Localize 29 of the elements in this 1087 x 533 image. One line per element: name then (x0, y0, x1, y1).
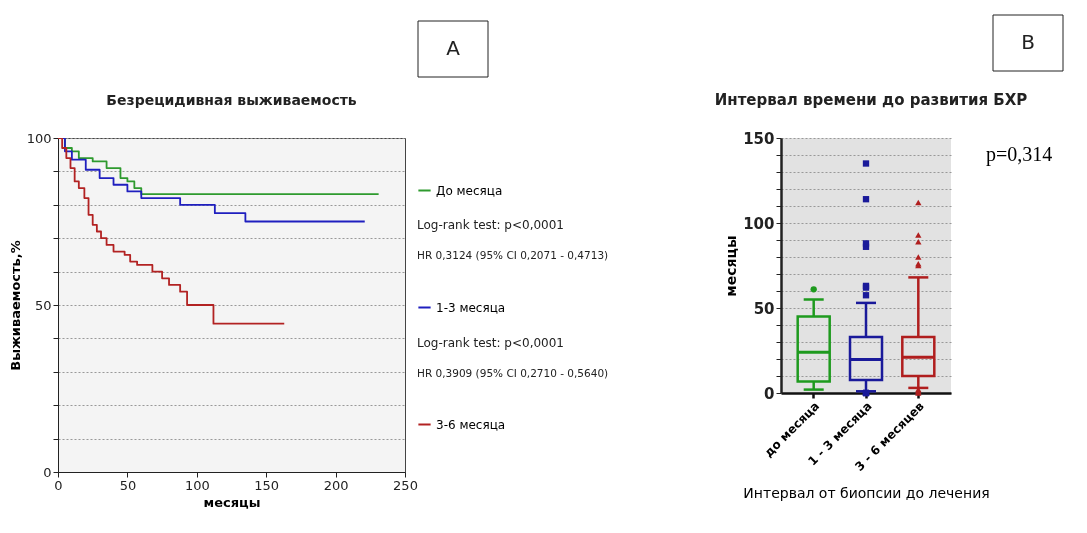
legend-label: До месяца (436, 183, 503, 198)
text: p=0,314 (986, 143, 1053, 166)
y-tick-label: 0 (43, 464, 52, 480)
y-tick-label: 150 (743, 129, 775, 148)
chart-title: Безрецидивная выживаемость (106, 92, 357, 108)
y-tick-label: 100 (26, 130, 52, 146)
y-tick-label: 0 (764, 384, 775, 403)
x-tick-label: 0 (54, 477, 63, 493)
y-tick-label: 50 (34, 297, 52, 313)
text: HR 0,3124 (95% CI 0,2071 - 0,4713) (417, 249, 609, 261)
chart-title: Интервал времени до развития БХР (714, 91, 1028, 109)
text: A (446, 36, 461, 60)
text: Log-rank test: p<0,0001 (417, 336, 564, 350)
x-axis-title: месяцы (203, 494, 261, 510)
legend-label: 1-3 месяца (436, 300, 506, 315)
x-tick-label: 100 (184, 477, 210, 493)
legend-label: 3-6 месяца (436, 417, 506, 432)
y-axis-title: месяцы (723, 235, 740, 297)
x-tick-label: 50 (119, 477, 137, 493)
y-axis-title: Выживаемость,% (7, 240, 23, 371)
x-tick-label: 250 (393, 477, 418, 493)
x-axis-title: Интервал от биопсии до лечения (743, 485, 990, 502)
text: B (1021, 30, 1035, 54)
x-tick-label: 200 (323, 477, 349, 493)
text: HR 0,3909 (95% CI 0,2710 - 0,5640) (417, 367, 609, 379)
y-tick-label: 50 (753, 299, 775, 318)
y-tick-label: 100 (743, 214, 775, 233)
text: Log-rank test: p<0,0001 (417, 218, 564, 232)
x-tick-label: 150 (254, 477, 280, 493)
